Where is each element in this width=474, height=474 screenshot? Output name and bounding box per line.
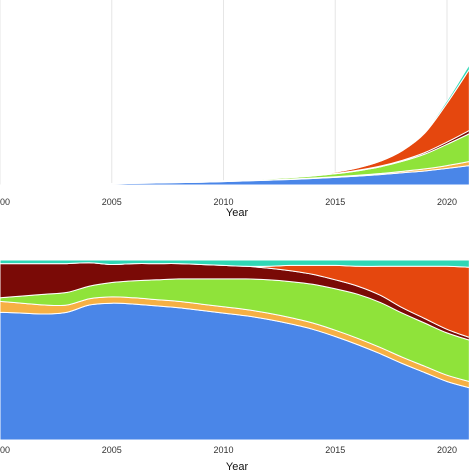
x-tick-label-2000: 2000	[0, 197, 10, 207]
x-axis-title: Year	[226, 207, 249, 219]
x-tick-label-2015: 2015	[325, 445, 345, 455]
area-series-6	[0, 259, 470, 268]
x-tick-label-2010: 2010	[213, 197, 233, 207]
x-tick-label-2005: 2005	[102, 445, 122, 455]
x-tick-label-2020: 2020	[437, 197, 457, 207]
chart-panel-1: 2000 2005 2010 2015 2020 Year	[0, 0, 470, 219]
chart-panel-2: 2000 2005 2010 2015 2020 Year	[0, 259, 470, 473]
x-tick-label-2020: 2020	[437, 445, 457, 455]
x-axis-title: Year	[226, 461, 249, 473]
area-series-6	[0, 64, 470, 186]
x-tick-label-2010: 2010	[213, 445, 233, 455]
x-tick-label-2015: 2015	[325, 197, 345, 207]
x-tick-label-2000: 2000	[0, 445, 10, 455]
x-tick-label-2005: 2005	[102, 197, 122, 207]
